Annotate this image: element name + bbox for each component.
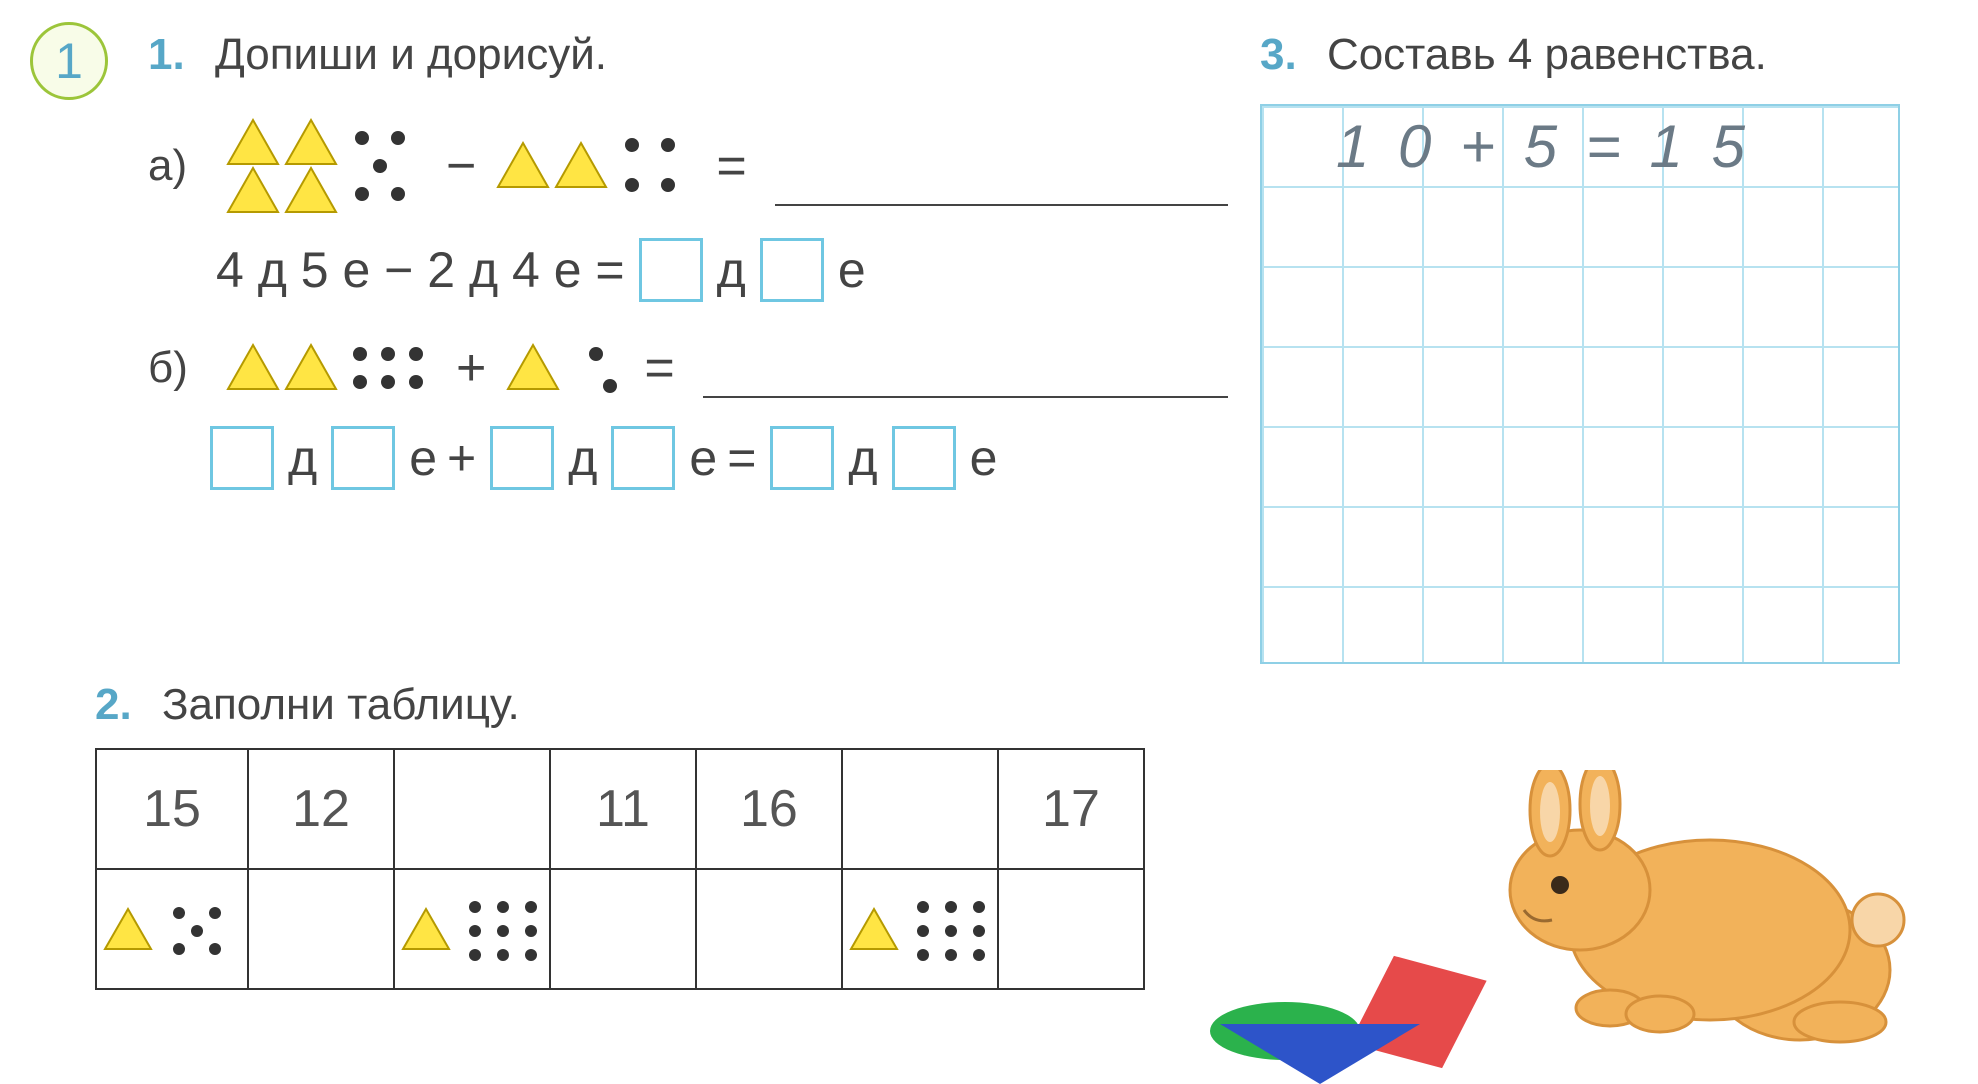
tens-group-4 [224,116,340,216]
answer-blank-b[interactable] [703,338,1228,398]
label-e: е [838,241,866,299]
label-a: а) [148,141,206,191]
label-d-1: д [288,429,317,487]
task-1-number: 1. [148,30,185,79]
units-dots-4 [614,121,694,211]
answer-blank-a[interactable] [775,126,1228,206]
task-2-number: 2. [95,680,132,729]
label-b: б) [148,343,206,393]
task-1: 1. Допиши и дорисуй. а) [148,30,1228,490]
tens-group-1 [504,341,562,395]
input-box-b3[interactable] [490,426,554,490]
bunny-icon [1460,770,1920,1050]
task-1a-shapes-row: а) − [148,116,1228,216]
shape-cell-5[interactable] [842,869,998,989]
answer-grid[interactable]: 1 0 + 5 = 1 5 [1260,104,1900,664]
task-1a-text-eq: 4 д 5 е − 2 д 4 е = д е [216,238,1228,302]
shape-cell-1[interactable] [248,869,394,989]
task-1b-text-eq: д е + д е = д е [206,426,1228,490]
units-dots-6 [344,336,434,400]
input-box-b1[interactable] [210,426,274,490]
num-cell[interactable] [394,749,550,869]
units-dots-5 [344,116,424,216]
label-e-2: е [689,429,717,487]
task-3: 3. Составь 4 равенства. 1 0 + 5 = 1 5 [1260,30,1960,664]
input-box-a-units[interactable] [760,238,824,302]
task-2-table: 15 12 11 16 17 [95,748,1145,990]
table-row-numbers: 15 12 11 16 17 [96,749,1144,869]
page-number: 1 [55,32,83,90]
task-3-text: Составь 4 равенства. [1327,30,1767,79]
label-d-3: д [848,429,877,487]
blue-triangle-icon [1220,1024,1420,1084]
label-e-3: е [970,429,998,487]
task-3-number: 3. [1260,30,1297,79]
task-3-heading: 3. Составь 4 равенства. [1260,30,1960,80]
plus-b: + [447,429,476,487]
shape-cell-0[interactable] [96,869,248,989]
shape-cell-3[interactable] [550,869,696,989]
equals-sign-a: = [716,136,746,196]
tens-group-2b [224,341,340,395]
task-2-heading: 2. Заполни таблицу. [95,680,1145,730]
task-1b-shapes-row: б) + [148,336,1228,400]
shape-cell-4[interactable] [696,869,842,989]
input-box-b4[interactable] [611,426,675,490]
task-1-text: Допиши и дорисуй. [215,30,607,79]
shape-cell-6[interactable] [998,869,1144,989]
num-cell[interactable]: 11 [550,749,696,869]
input-box-b2[interactable] [331,426,395,490]
page: 1 1. Допиши и дорисуй. а) [0,0,1978,1066]
task-2: 2. Заполни таблицу. 15 12 11 16 17 [95,680,1145,990]
units-dots-2 [566,336,622,400]
tens-group-2 [494,139,610,193]
shape-cell-2[interactable] [394,869,550,989]
task-2-text: Заполни таблицу. [162,680,520,729]
label-d-2: д [568,429,597,487]
input-box-b6[interactable] [892,426,956,490]
label-d: д [717,241,746,299]
eq-a-prefix: 4 д 5 е − 2 д 4 е = [216,241,625,299]
minus-sign: − [446,136,476,196]
input-box-a-tens[interactable] [639,238,703,302]
equals-sign-b: = [644,338,674,398]
num-cell[interactable]: 17 [998,749,1144,869]
num-cell[interactable] [842,749,998,869]
eq-b: = [727,429,756,487]
handwritten-equation: 1 0 + 5 = 1 5 [1336,112,1751,181]
task-1-heading: 1. Допиши и дорисуй. [148,30,1228,80]
plus-sign: + [456,338,486,398]
bunny-illustration [1210,760,1940,1060]
num-cell[interactable]: 12 [248,749,394,869]
input-box-b5[interactable] [770,426,834,490]
page-number-badge: 1 [30,22,108,100]
num-cell[interactable]: 15 [96,749,248,869]
table-row-shapes [96,869,1144,989]
num-cell[interactable]: 16 [696,749,842,869]
label-e-1: е [409,429,437,487]
